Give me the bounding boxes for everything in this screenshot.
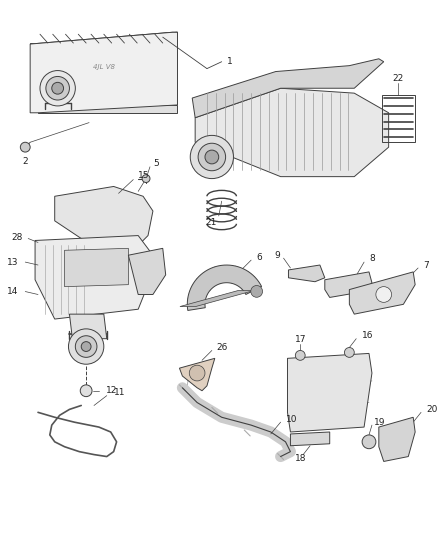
Polygon shape: [64, 248, 128, 287]
Polygon shape: [38, 105, 177, 113]
Text: 11: 11: [113, 388, 125, 397]
Circle shape: [205, 150, 219, 164]
Text: 21: 21: [205, 219, 217, 227]
Text: 14: 14: [7, 287, 18, 296]
Circle shape: [75, 336, 97, 357]
Circle shape: [20, 142, 30, 152]
Text: 13: 13: [7, 257, 18, 266]
Circle shape: [190, 135, 233, 179]
Text: 7: 7: [423, 261, 429, 270]
Circle shape: [251, 286, 262, 297]
Text: 12: 12: [106, 386, 117, 395]
Circle shape: [52, 82, 64, 94]
Text: 19: 19: [374, 418, 385, 427]
Circle shape: [68, 329, 104, 364]
Text: 20: 20: [426, 405, 437, 414]
Text: 15: 15: [138, 171, 150, 180]
Polygon shape: [180, 358, 215, 391]
Polygon shape: [30, 33, 177, 44]
Polygon shape: [180, 290, 254, 306]
Text: 18: 18: [294, 454, 306, 463]
Circle shape: [40, 70, 75, 106]
Polygon shape: [192, 59, 384, 118]
Text: 22: 22: [393, 74, 404, 83]
Text: 26: 26: [217, 343, 228, 352]
Circle shape: [295, 351, 305, 360]
Circle shape: [198, 143, 226, 171]
Circle shape: [362, 435, 376, 449]
Text: 9: 9: [275, 251, 281, 260]
Polygon shape: [187, 265, 261, 310]
Polygon shape: [35, 236, 153, 319]
Text: 2: 2: [22, 157, 28, 166]
Text: 5: 5: [153, 159, 159, 168]
Text: 4JL V8: 4JL V8: [93, 63, 115, 70]
Text: 6: 6: [256, 253, 262, 262]
Polygon shape: [290, 432, 330, 446]
Polygon shape: [128, 248, 166, 295]
Polygon shape: [379, 417, 415, 462]
Circle shape: [46, 76, 70, 100]
Text: 1: 1: [226, 57, 232, 66]
Circle shape: [376, 287, 392, 302]
Circle shape: [142, 175, 150, 182]
Text: 8: 8: [369, 254, 375, 263]
Polygon shape: [287, 353, 372, 432]
Polygon shape: [350, 272, 415, 314]
Polygon shape: [195, 88, 389, 176]
Circle shape: [80, 385, 92, 397]
Text: 17: 17: [294, 335, 306, 344]
Circle shape: [189, 365, 205, 381]
Polygon shape: [30, 33, 177, 113]
Polygon shape: [55, 187, 153, 255]
Polygon shape: [325, 272, 372, 297]
Text: 10: 10: [286, 415, 297, 424]
Polygon shape: [289, 265, 325, 282]
Text: 16: 16: [362, 331, 374, 340]
Circle shape: [344, 348, 354, 357]
Text: 28: 28: [11, 233, 22, 242]
Polygon shape: [70, 314, 107, 338]
Circle shape: [81, 342, 91, 351]
